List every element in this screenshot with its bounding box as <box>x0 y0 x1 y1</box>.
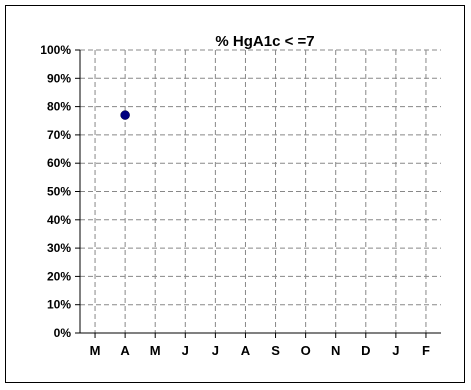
x-tick-label: S <box>271 343 280 358</box>
data-point <box>120 110 130 120</box>
x-tick-label: F <box>422 343 430 358</box>
axes <box>75 49 441 338</box>
y-tick-label: 0% <box>54 326 72 340</box>
x-tick-label: J <box>212 343 219 358</box>
x-tick-label: M <box>90 343 101 358</box>
y-tick-label: 30% <box>47 241 71 255</box>
y-axis-ticks: 0% 10% 20% 30% 40% 50% 60% 70% 80% 90% 100% <box>40 43 71 340</box>
grid <box>80 49 441 333</box>
x-tick-label: O <box>301 343 311 358</box>
x-tick-label: N <box>331 343 340 358</box>
x-tick-label: A <box>241 343 251 358</box>
y-tick-label: 100% <box>40 43 71 57</box>
x-tick-label: J <box>182 343 189 358</box>
y-tick-label: 70% <box>47 128 71 142</box>
x-tick-label: M <box>150 343 161 358</box>
y-tick-label: 50% <box>47 185 71 199</box>
x-tick-label: A <box>120 343 130 358</box>
y-tick-label: 90% <box>47 71 71 85</box>
y-tick-label: 10% <box>47 298 71 312</box>
y-tick-label: 20% <box>47 269 71 283</box>
x-tick-label: D <box>361 343 370 358</box>
y-tick-label: 40% <box>47 213 71 227</box>
data-points <box>120 110 130 120</box>
y-tick-label: 60% <box>47 156 71 170</box>
chart-frame <box>5 5 465 383</box>
y-tick-label: 80% <box>47 100 71 114</box>
chart-title: % HgA1c < =7 <box>215 33 314 50</box>
x-tick-label: J <box>392 343 399 358</box>
